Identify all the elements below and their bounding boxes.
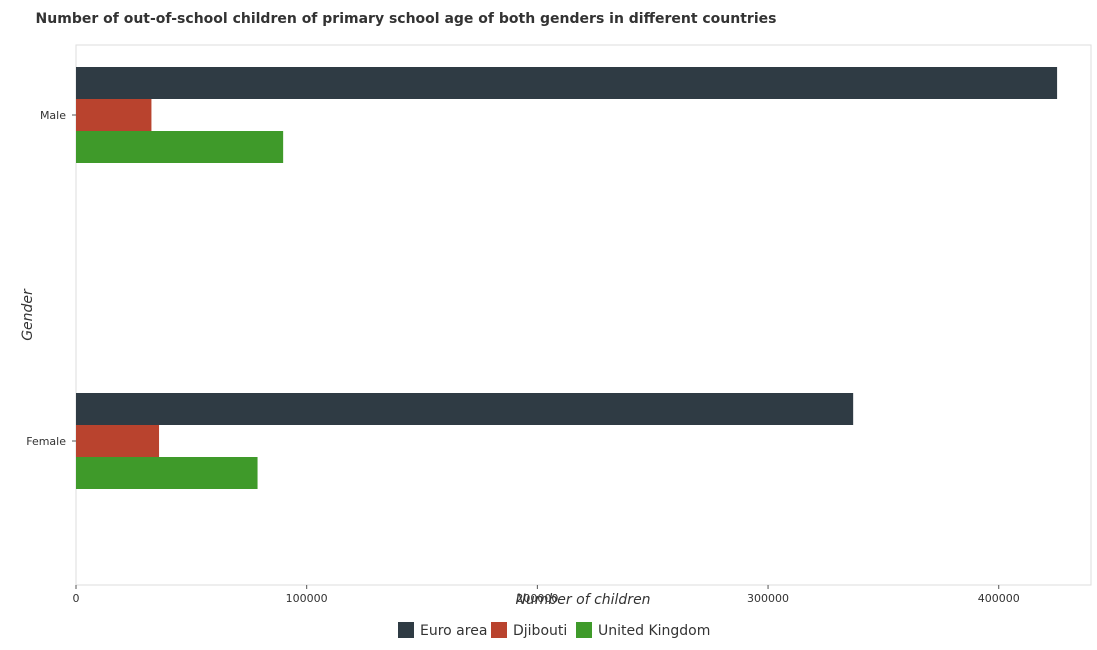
y-tick-label: Male <box>40 109 66 122</box>
x-axis-title: Number of children <box>515 592 650 608</box>
bar-united-kingdom-female <box>76 457 258 489</box>
x-tick-label: 300000 <box>747 592 789 605</box>
legend-label: United Kingdom <box>598 623 710 639</box>
bar-euro-area-female <box>76 393 854 425</box>
bar-djibouti-female <box>76 425 160 457</box>
bar-djibouti-male <box>76 99 152 131</box>
y-tick-label: Female <box>26 435 66 448</box>
legend: Euro area Djibouti United Kingdom <box>398 622 710 639</box>
plot-area <box>75 44 1092 586</box>
chart-title: Number of out-of-school children of prim… <box>36 11 777 27</box>
y-axis-title: Gender <box>20 288 36 341</box>
x-tick-label: 0 <box>73 592 80 605</box>
y-axis-ticks: Female Male <box>26 109 76 448</box>
legend-swatch-united-kingdom <box>576 622 592 638</box>
x-axis-ticks: 0 100000 200000 300000 400000 <box>73 585 1020 605</box>
legend-swatch-euro-area <box>398 622 414 638</box>
legend-label: Euro area <box>420 623 487 639</box>
x-tick-label: 100000 <box>286 592 328 605</box>
bar-euro-area-male <box>76 67 1058 99</box>
bar-united-kingdom-male <box>76 131 284 163</box>
x-tick-label: 200000 <box>516 592 558 605</box>
legend-label: Djibouti <box>513 623 567 639</box>
legend-swatch-djibouti <box>491 622 507 638</box>
x-tick-label: 400000 <box>978 592 1020 605</box>
bars-group <box>76 67 1058 489</box>
